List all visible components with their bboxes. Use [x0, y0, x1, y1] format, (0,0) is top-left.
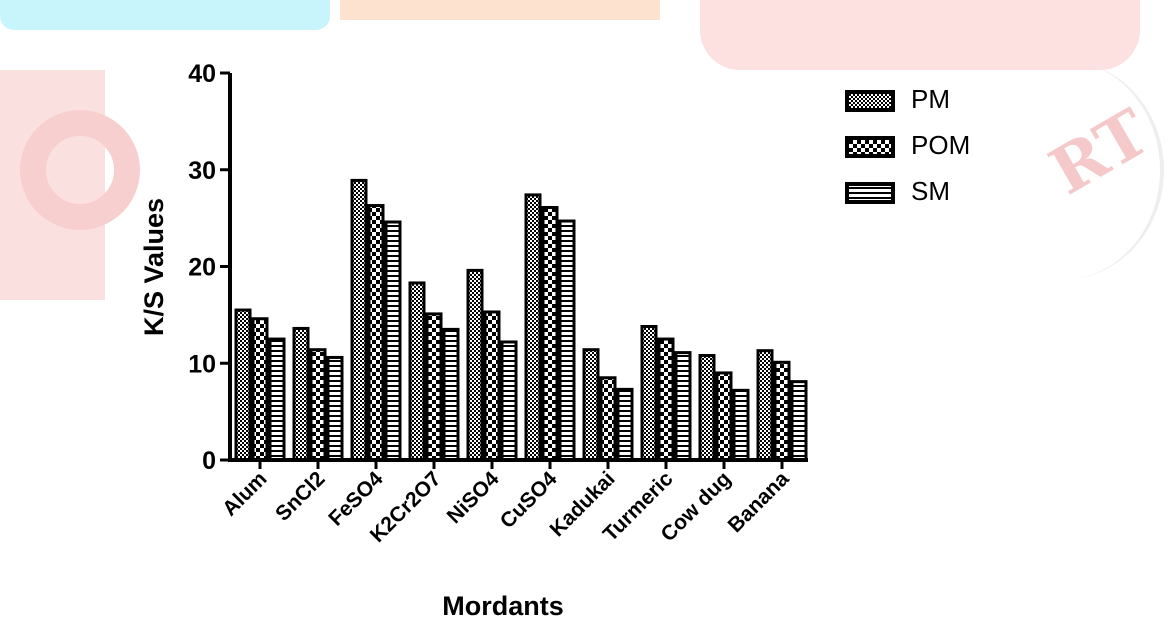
x-axis-label: Mordants: [442, 591, 564, 621]
bar-cuso4-sm: [558, 219, 576, 462]
bar-cuso4-pom: [541, 205, 559, 462]
y-axis-label: K/S Values: [139, 198, 169, 336]
y-ticks-group: 0 10 20 30 40: [188, 60, 230, 475]
bar-k2cr2o7-pom: [425, 312, 443, 462]
bar-niso4-pm: [466, 268, 484, 462]
legend-swatch-pom: [845, 136, 895, 158]
bar-kadukai-sm: [616, 387, 634, 462]
bar-feso4-sm: [384, 220, 402, 462]
legend-swatch-sm: [845, 182, 895, 204]
bar-k2cr2o7-pm: [408, 281, 426, 462]
bar-kadukai-pm: [582, 348, 600, 462]
bar-kadukai-pom: [599, 376, 617, 462]
bar-alum-pom: [251, 317, 269, 462]
bar-series-group: [234, 178, 808, 462]
bar-sncl2-pom: [309, 348, 327, 462]
y-tick-label-0: 0: [202, 447, 216, 475]
y-tick-label-40: 40: [188, 60, 216, 88]
x-tick-label-niso4: NiSO4: [443, 467, 504, 528]
bar-turmeric-pm: [640, 324, 658, 462]
bar-k2cr2o7-sm: [442, 327, 460, 462]
x-ticks-group: Alum SnCl2FeSO4K2Cr2O7NiSO4CuSO4KadukaiTu…: [218, 460, 794, 547]
bar-alum-pm: [234, 308, 252, 462]
legend-label-pm: PM: [911, 84, 950, 114]
bar-banana-pom: [773, 360, 791, 462]
x-tick-label-banana: Banana: [724, 467, 794, 537]
bar-feso4-pm: [350, 178, 368, 462]
legend-label-pom: POM: [911, 130, 971, 160]
bar-cow-dug-sm: [732, 388, 750, 462]
y-tick-label-20: 20: [188, 254, 216, 282]
bar-banana-pm: [756, 349, 774, 462]
x-tick-label-alum: Alum: [218, 467, 271, 520]
y-tick-label-10: 10: [188, 350, 216, 378]
bar-cow-dug-pom: [715, 371, 733, 462]
bar-niso4-sm: [500, 340, 518, 462]
bar-alum-sm: [268, 337, 286, 462]
bar-banana-sm: [790, 380, 808, 462]
x-tick-label-sncl2: SnCl2: [271, 467, 329, 525]
bar-sncl2-pm: [292, 326, 310, 462]
bar-turmeric-pom: [657, 337, 675, 462]
bar-sncl2-sm: [326, 355, 344, 462]
bar-niso4-pom: [483, 310, 501, 462]
y-tick-label-30: 30: [188, 157, 216, 185]
bar-turmeric-sm: [674, 351, 692, 462]
legend-swatch-pm: [845, 90, 895, 112]
bar-feso4-pom: [367, 204, 385, 462]
bar-cuso4-pm: [524, 193, 542, 462]
legend-label-sm: SM: [911, 176, 950, 206]
bar-cow-dug-pm: [698, 354, 716, 462]
